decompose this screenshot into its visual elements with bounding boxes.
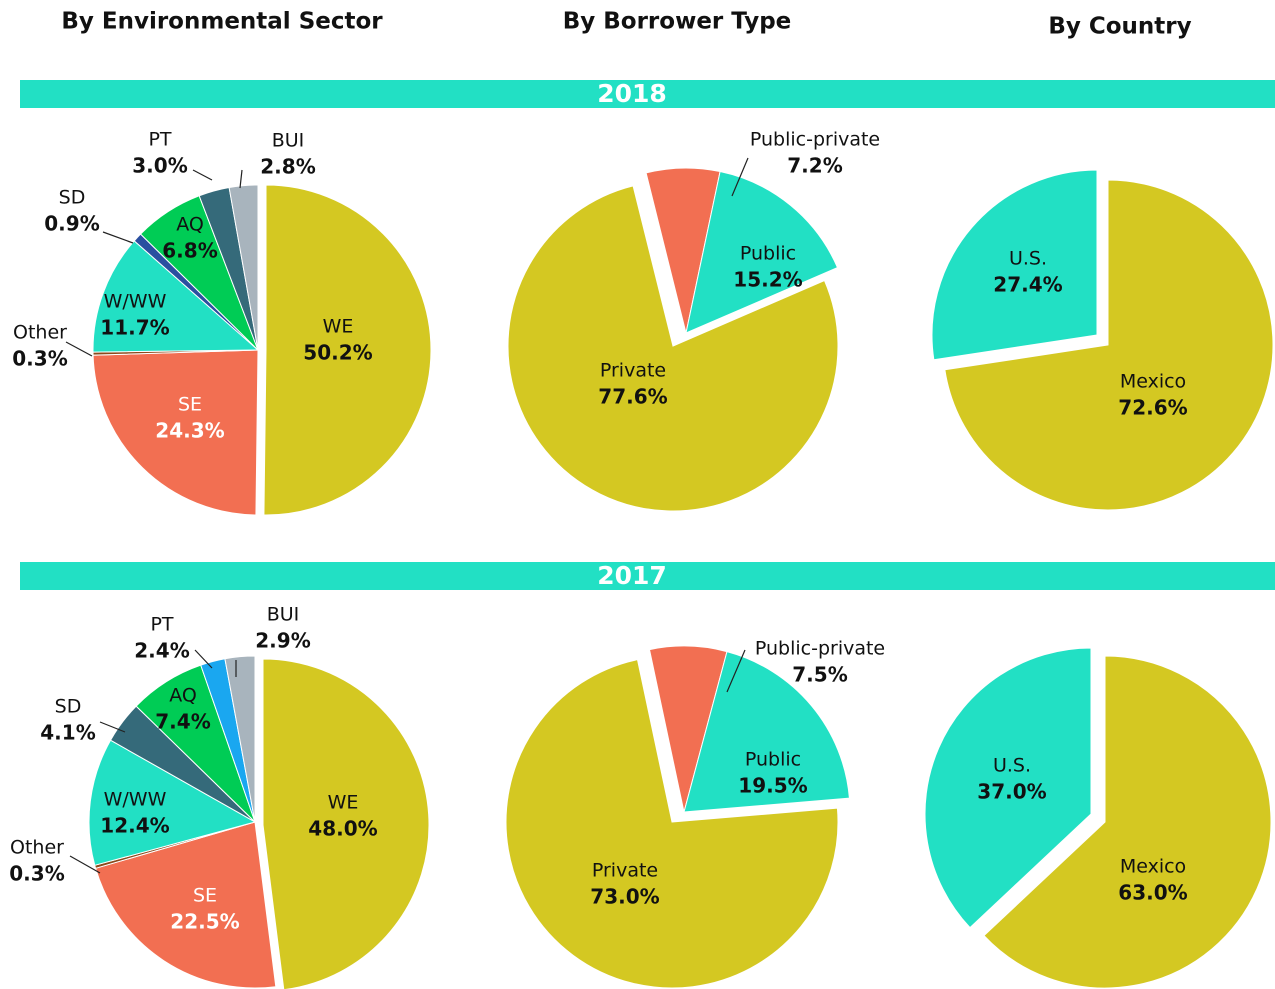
slice-label: U.S. xyxy=(1009,248,1047,270)
slice-label: BUI xyxy=(272,130,305,152)
column-header: By Borrower Type xyxy=(563,9,792,35)
slice-label: PT xyxy=(150,614,173,636)
slice-label: PT xyxy=(148,129,171,151)
pie-slice xyxy=(228,184,259,351)
pie-slice xyxy=(94,821,277,989)
slice-value-label: 6.8% xyxy=(162,239,217,263)
pie-slice xyxy=(262,658,430,989)
pie-slice xyxy=(683,651,850,813)
slice-value-label: 7.4% xyxy=(155,710,210,734)
slice-label: Other xyxy=(10,837,64,859)
section-title: 2017 xyxy=(597,561,667,590)
slice-label: Public-private xyxy=(750,129,880,151)
slice-label: AQ xyxy=(169,685,197,707)
slice-value-label: 7.2% xyxy=(787,154,842,178)
slice-value-label: 73.0% xyxy=(590,885,659,909)
slice-value-label: 72.6% xyxy=(1118,396,1187,420)
pie-slice xyxy=(944,179,1274,511)
pie-slice xyxy=(685,170,839,334)
slice-label: SE xyxy=(178,394,202,416)
slice-value-label: 19.5% xyxy=(738,774,807,798)
slice-value-label: 2.8% xyxy=(260,155,315,179)
leader-line xyxy=(65,341,93,357)
pie-slice xyxy=(983,655,1272,989)
slice-label: W/WW xyxy=(104,789,167,811)
slice-label: WE xyxy=(323,316,354,338)
slice-value-label: 12.4% xyxy=(100,814,169,838)
slice-value-label: 11.7% xyxy=(100,316,169,340)
section-title: 2018 xyxy=(597,79,667,108)
slice-value-label: 15.2% xyxy=(733,268,802,292)
slice-value-label: 63.0% xyxy=(1118,881,1187,905)
pie-slice xyxy=(507,185,839,512)
pie-slice xyxy=(924,647,1092,929)
slice-value-label: 24.3% xyxy=(155,419,224,443)
slice-value-label: 37.0% xyxy=(977,780,1046,804)
section-banner xyxy=(20,80,1275,108)
pie-slice xyxy=(931,169,1098,361)
leader-line xyxy=(192,169,213,181)
slice-value-label: 0.9% xyxy=(44,212,99,236)
column-header: By Country xyxy=(1048,14,1191,40)
leader-line xyxy=(726,649,746,693)
slice-label: Public xyxy=(740,243,796,265)
slice-value-label: 2.9% xyxy=(255,629,310,653)
slice-label: WE xyxy=(328,792,359,814)
slice-label: Mexico xyxy=(1120,371,1186,393)
slice-label: AQ xyxy=(176,214,204,236)
leader-line xyxy=(69,855,101,874)
slice-value-label: 22.5% xyxy=(170,910,239,934)
slice-label: SD xyxy=(55,696,82,718)
section-banner xyxy=(20,562,1275,590)
leader-line xyxy=(239,169,243,189)
slice-label: Private xyxy=(592,860,658,882)
slice-value-label: 77.6% xyxy=(598,385,667,409)
slice-label: SE xyxy=(193,885,217,907)
slice-value-label: 0.3% xyxy=(9,862,64,886)
slice-value-label: 48.0% xyxy=(308,817,377,841)
leader-line xyxy=(731,157,749,197)
slice-label: Public xyxy=(745,749,801,771)
leader-line xyxy=(102,231,134,244)
pie-slice xyxy=(505,659,839,989)
slice-label: Private xyxy=(600,360,666,382)
pie-slice xyxy=(88,739,257,866)
slice-label: Public-private xyxy=(755,638,885,660)
pie-slice xyxy=(92,240,260,353)
pie-slice xyxy=(224,655,256,823)
slice-value-label: 7.5% xyxy=(792,663,847,687)
leader-line xyxy=(194,649,213,669)
leader-line xyxy=(99,721,126,733)
column-header: By Environmental Sector xyxy=(61,9,383,35)
pie-slice xyxy=(263,184,432,516)
slice-label: Mexico xyxy=(1120,856,1186,878)
slice-label: Other xyxy=(13,322,67,344)
slice-label: W/WW xyxy=(104,291,167,313)
pie-slice xyxy=(92,349,259,516)
slice-value-label: 4.1% xyxy=(40,721,95,745)
slice-label: BUI xyxy=(267,604,300,626)
slice-value-label: 2.4% xyxy=(134,639,189,663)
slice-label: SD xyxy=(59,187,86,209)
slice-value-label: 27.4% xyxy=(993,273,1062,297)
slice-label: U.S. xyxy=(993,755,1031,777)
slice-value-label: 50.2% xyxy=(303,341,372,365)
slice-value-label: 0.3% xyxy=(12,347,67,371)
slice-value-label: 3.0% xyxy=(132,154,187,178)
